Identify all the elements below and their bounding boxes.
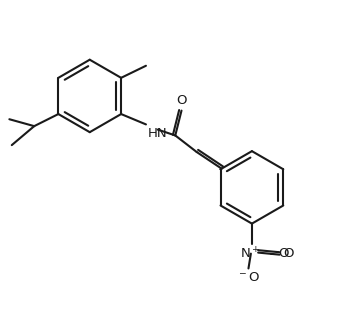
Text: =O: =O	[269, 247, 290, 260]
Text: HN: HN	[148, 127, 167, 140]
Text: $^-$O: $^-$O	[237, 271, 260, 284]
Text: O: O	[283, 247, 294, 260]
Text: O: O	[176, 94, 187, 107]
Text: N$^+$: N$^+$	[240, 246, 260, 261]
